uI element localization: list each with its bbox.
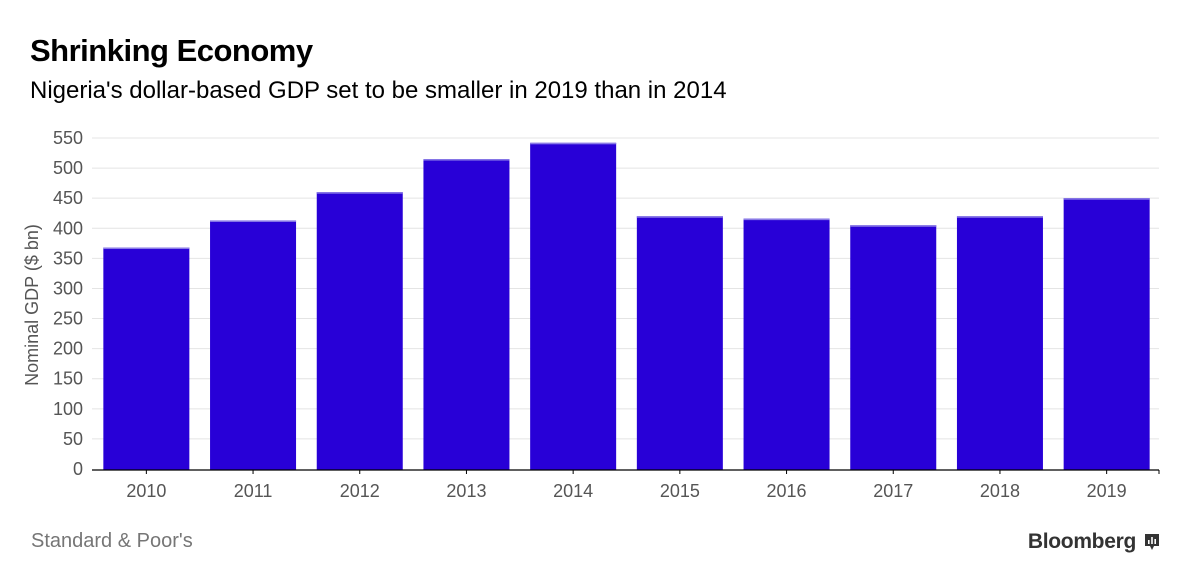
x-tick-label: 2012 [340, 481, 380, 501]
bar-2019 [1063, 198, 1150, 470]
bar-top-edge [850, 225, 937, 227]
bar-top-edge [956, 216, 1043, 218]
bar-2017 [850, 225, 937, 470]
bar-chart-icon [1145, 534, 1159, 550]
bar-top-edge [530, 142, 617, 145]
bar-2013 [423, 159, 510, 470]
bar-top-edge [316, 192, 403, 194]
x-tick-label: 2017 [873, 481, 913, 501]
y-tick-label: 300 [53, 278, 83, 298]
y-tick-label: 350 [53, 248, 83, 268]
chart-subtitle: Nigeria's dollar-based GDP set to be sma… [30, 77, 727, 104]
bar-top-edge [423, 159, 510, 161]
y-axis-ticks: 0 50 100 150 200 250 300 350 400 450 500 550 [53, 128, 83, 479]
x-tick-label: 2018 [980, 481, 1020, 501]
bar-2011 [210, 220, 297, 470]
bar-2012 [316, 192, 403, 470]
chart-title: Shrinking Economy [30, 33, 313, 68]
bar-top-edge [743, 218, 830, 221]
x-tick-label: 2011 [234, 481, 273, 501]
x-tick-label: 2010 [126, 481, 166, 501]
y-tick-label: 200 [53, 339, 83, 359]
x-tick-label: 2019 [1087, 481, 1127, 501]
bar-2010 [103, 247, 190, 470]
bar-2018 [956, 216, 1043, 470]
bar-top-edge [103, 247, 190, 250]
x-tick-label: 2015 [660, 481, 700, 501]
x-axis: 2010 2011 2012 2013 2014 2015 2016 2017 2018 2019 [92, 469, 1160, 501]
y-axis-title: Nominal GDP ($ bn) [22, 224, 42, 386]
y-tick-label: 500 [53, 158, 83, 178]
y-tick-label: 400 [53, 218, 83, 238]
brand-name: Bloomberg [1027, 530, 1136, 553]
brand-logo: Bloomberg [1028, 530, 1160, 554]
bar-2014 [530, 142, 617, 470]
bar-top-edge [636, 216, 723, 218]
y-tick-label: 0 [73, 459, 83, 479]
source-note: Standard & Poor's [31, 530, 193, 552]
y-tick-label: 100 [53, 399, 83, 419]
bar-2015 [636, 216, 723, 470]
x-tick-label: 2016 [767, 481, 807, 501]
y-tick-label: 250 [53, 309, 83, 329]
bar-top-edge [1063, 198, 1150, 200]
y-tick-label: 550 [53, 128, 83, 148]
bar-2016 [743, 218, 830, 470]
x-tick-label: 2013 [446, 481, 486, 501]
y-tick-label: 150 [53, 369, 83, 389]
y-tick-label: 450 [53, 188, 83, 208]
bar-top-edge [210, 220, 297, 222]
bars [103, 142, 1150, 470]
y-tick-label: 50 [63, 429, 83, 449]
x-tick-label: 2014 [553, 481, 593, 501]
